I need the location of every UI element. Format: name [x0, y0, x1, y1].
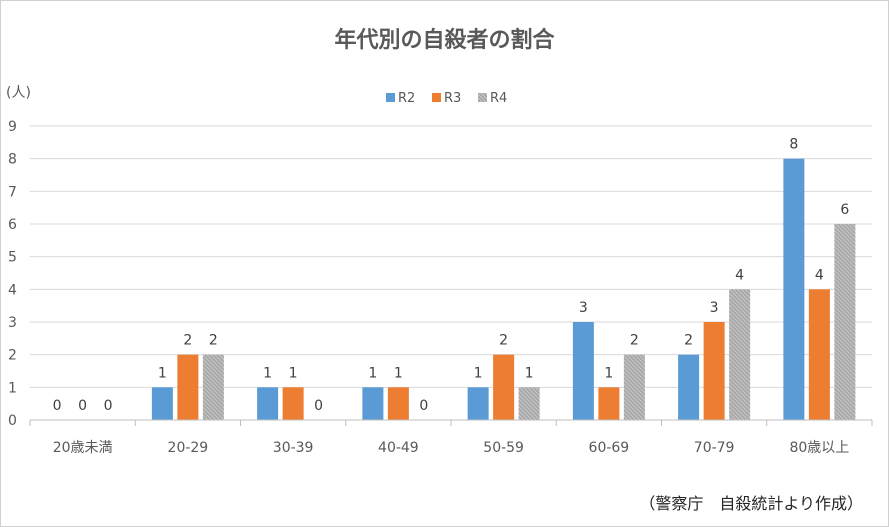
bar-r2 — [257, 387, 279, 420]
bar-r3 — [387, 387, 409, 420]
y-axis-unit-label: (人) — [6, 85, 31, 101]
data-label-r3: 2 — [499, 333, 508, 349]
bar-r2 — [572, 322, 594, 420]
y-tick-label: 8 — [8, 152, 17, 168]
legend-label-r3: R3 — [444, 91, 461, 106]
x-category-label: 60-69 — [589, 440, 630, 456]
data-label-r4: 0 — [314, 398, 323, 414]
bar-r2 — [362, 387, 384, 420]
x-category-label: 20-29 — [168, 440, 209, 456]
x-category-label: 80歳以上 — [789, 440, 849, 456]
legend-label-r4: R4 — [490, 91, 507, 106]
data-label-r2: 1 — [368, 365, 377, 381]
legend-label-r2: R2 — [398, 91, 415, 106]
data-label-r2: 1 — [263, 365, 272, 381]
data-label-r4: 0 — [104, 398, 113, 414]
legend-swatch-r3 — [432, 93, 441, 102]
data-label-r4: 2 — [209, 333, 218, 349]
data-label-r3: 1 — [289, 365, 298, 381]
bar-r2 — [678, 354, 700, 420]
legend-swatch-r4 — [478, 93, 487, 102]
y-tick-label: 5 — [8, 250, 17, 266]
y-tick-label: 3 — [8, 315, 17, 331]
bar-r3 — [598, 387, 620, 420]
x-category-label: 70-79 — [694, 440, 735, 456]
y-tick-label: 2 — [8, 348, 17, 364]
x-category-label: 50-59 — [483, 440, 524, 456]
bar-r3 — [282, 387, 304, 420]
data-label-r3: 1 — [604, 365, 613, 381]
source-note: （警察庁 自殺統計より作成） — [639, 494, 863, 513]
y-tick-label: 0 — [8, 413, 17, 429]
data-label-r2: 1 — [158, 365, 167, 381]
bar-r3 — [493, 354, 515, 420]
legend-swatch-r2 — [386, 93, 395, 102]
x-category-label: 30-39 — [273, 440, 314, 456]
data-label-r3: 4 — [815, 267, 824, 283]
chart-title: 年代別の自殺者の割合 — [334, 28, 555, 53]
x-category-label: 40-49 — [378, 440, 419, 456]
bar-r4 — [623, 354, 645, 420]
data-label-r2: 3 — [579, 300, 588, 316]
y-tick-label: 6 — [8, 217, 17, 233]
data-label-r4: 4 — [735, 267, 744, 283]
bar-r4 — [729, 289, 751, 420]
data-label-r2: 8 — [789, 137, 798, 153]
bar-r2 — [783, 158, 805, 420]
data-label-r3: 3 — [710, 300, 719, 316]
bar-r4 — [518, 387, 540, 420]
data-label-r4: 6 — [840, 202, 849, 218]
bar-r4 — [202, 354, 224, 420]
data-label-r2: 1 — [474, 365, 483, 381]
y-tick-label: 1 — [8, 380, 17, 396]
data-label-r3: 0 — [78, 398, 87, 414]
x-category-label: 20歳未満 — [53, 440, 113, 456]
y-tick-label: 4 — [8, 282, 17, 298]
data-label-r4: 1 — [525, 365, 534, 381]
data-label-r2: 2 — [684, 333, 693, 349]
data-label-r4: 0 — [419, 398, 428, 414]
bar-r3 — [703, 322, 725, 420]
y-tick-label: 9 — [8, 119, 17, 135]
data-label-r4: 2 — [630, 333, 639, 349]
bar-r2 — [151, 387, 173, 420]
data-label-r3: 2 — [183, 333, 192, 349]
bar-r3 — [177, 354, 199, 420]
data-label-r2: 0 — [53, 398, 62, 414]
y-tick-label: 7 — [8, 184, 17, 200]
data-label-r3: 1 — [394, 365, 403, 381]
bar-r2 — [467, 387, 489, 420]
bar-r3 — [808, 289, 830, 420]
bar-r4 — [834, 224, 856, 420]
